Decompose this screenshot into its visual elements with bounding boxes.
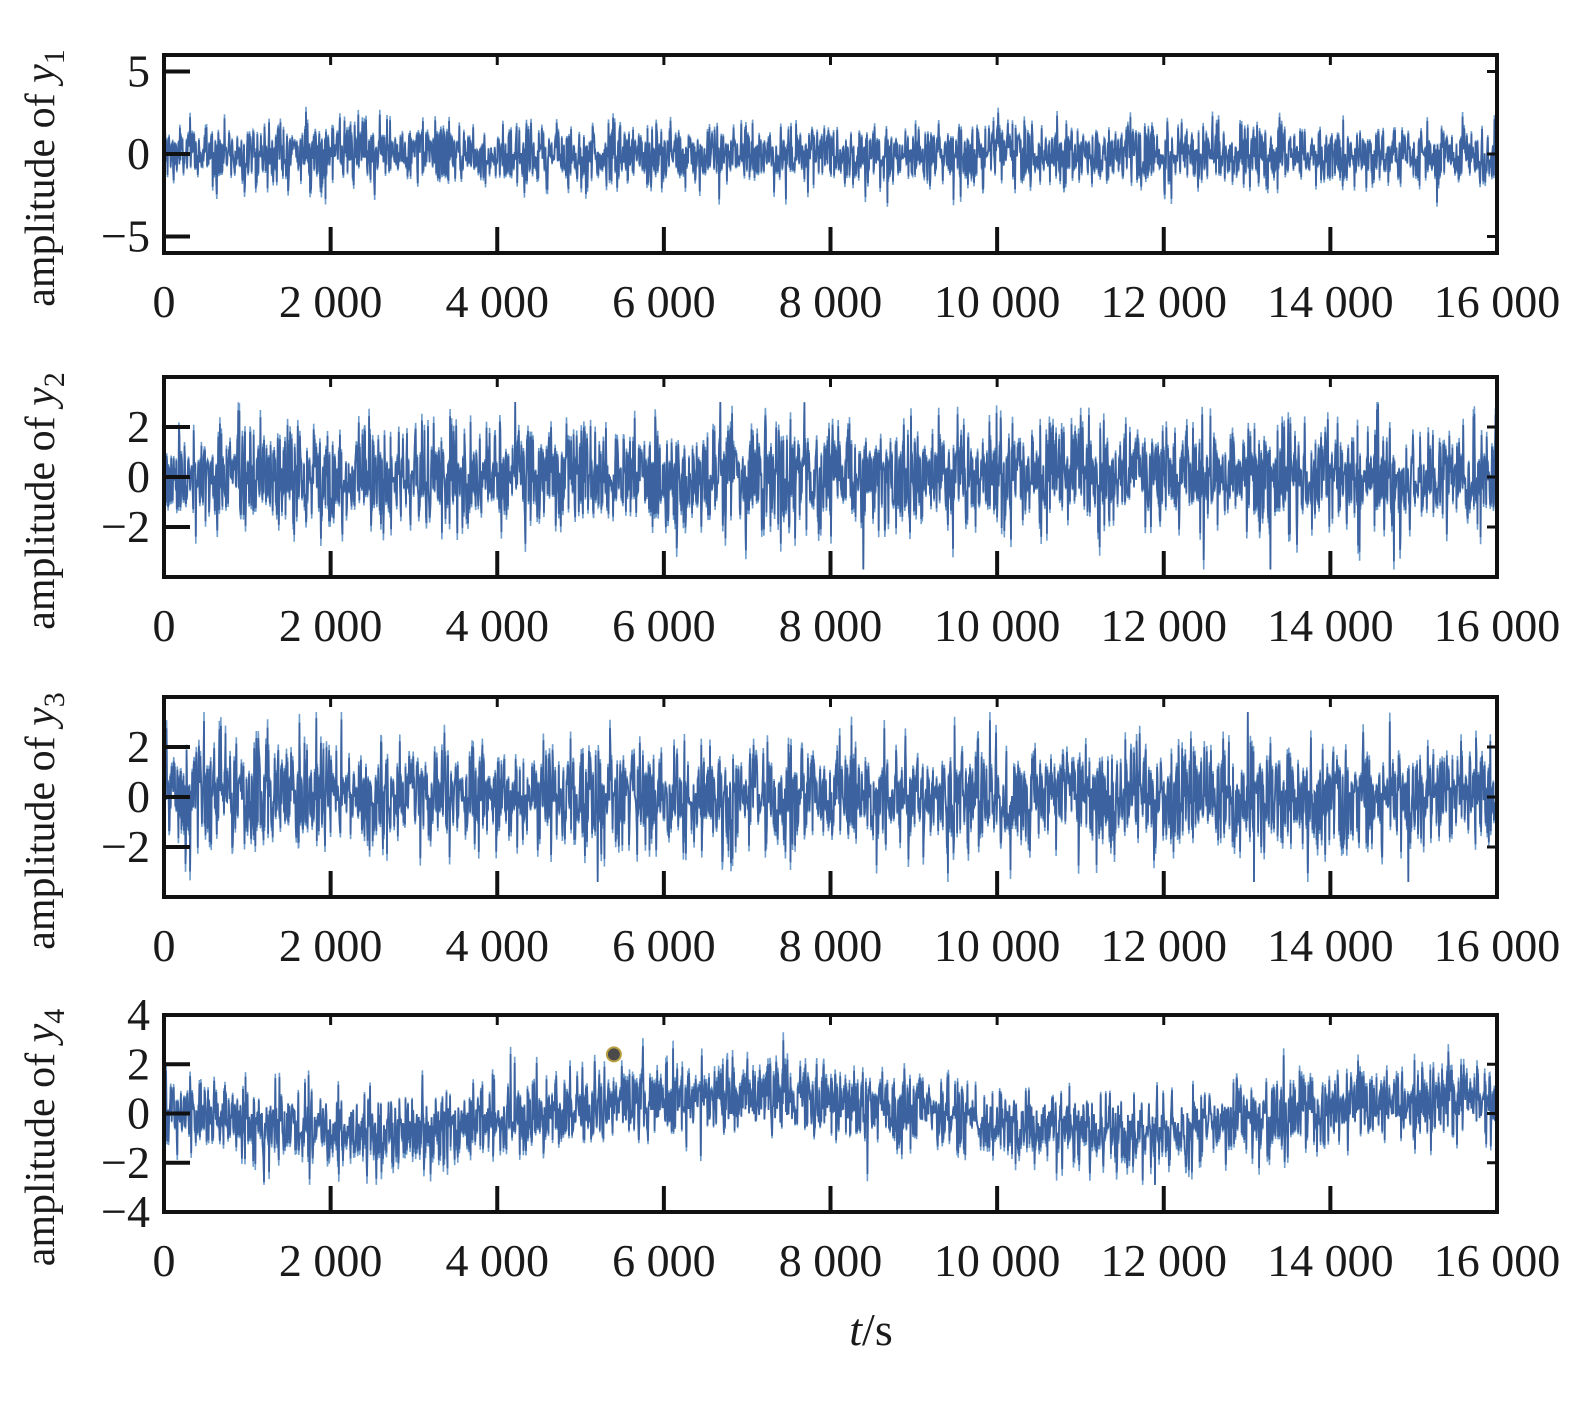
y-tick-label: 0 [127, 128, 150, 179]
y-axis-label-variable: y [18, 64, 64, 87]
y-axis-label-text: amplitude of [18, 406, 64, 630]
y-axis-label: amplitude of y4 [18, 1009, 71, 1267]
x-tick-label: 10 000 [934, 600, 1061, 651]
y-tick-label: 2 [127, 401, 150, 452]
x-tick-label: 10 000 [934, 1235, 1061, 1286]
y-axis-label-text: amplitude of [18, 1042, 64, 1266]
x-tick-label: 0 [153, 600, 176, 651]
x-axis-label-unit: /s [862, 1304, 893, 1355]
x-tick-label: 0 [153, 1235, 176, 1286]
y-axis-label-text: amplitude of [18, 726, 64, 950]
x-axis-label: t/s [849, 1304, 892, 1355]
y-axis-label: amplitude of y1 [18, 49, 71, 307]
x-tick-label: 14 000 [1267, 920, 1394, 971]
x-axis-label-variable: t [849, 1304, 863, 1355]
x-tick-label: 6 000 [612, 920, 716, 971]
x-tick-label: 10 000 [934, 920, 1061, 971]
x-tick-label: 10 000 [934, 276, 1061, 327]
x-tick-label: 0 [153, 276, 176, 327]
y-axis-label-variable: y [18, 1023, 64, 1046]
x-tick-label: 16 000 [1434, 276, 1561, 327]
subplot-3: 0 2 000 4 000 6 000 8 000 10 000 12 000 14 000 1… [18, 692, 1560, 971]
x-tick-label: 2 000 [279, 920, 383, 971]
y-axis-label-subscript: 4 [38, 1009, 71, 1024]
x-tick-label: 4 000 [446, 920, 550, 971]
y-axis-label: amplitude of y2 [18, 372, 71, 630]
x-tick-label: 2 000 [279, 276, 383, 327]
x-tick-label: 12 000 [1101, 1235, 1228, 1286]
y-tick-label: 0 [127, 771, 150, 822]
x-tick-label: 16 000 [1434, 920, 1561, 971]
x-tick-label: 14 000 [1267, 1235, 1394, 1286]
y-tick-label: 0 [127, 1088, 150, 1139]
series-trace-y1 [164, 111, 1497, 204]
y-axis-label-text: amplitude of [18, 83, 64, 307]
x-tick-label: 14 000 [1267, 600, 1394, 651]
y-tick-label: −2 [101, 501, 150, 552]
x-tick-label: 0 [153, 920, 176, 971]
subplot-1: 0 2 000 4 000 6 000 8 000 10 000 12 000 14 000 1… [18, 46, 1560, 328]
y-tick-label: 2 [127, 721, 150, 772]
x-tick-label: 8 000 [779, 1235, 883, 1286]
x-tick-label: 4 000 [446, 600, 550, 651]
x-tick-label: 16 000 [1434, 1235, 1561, 1286]
x-tick-label: 2 000 [279, 1235, 383, 1286]
series-trace-y4 [164, 1040, 1497, 1185]
subplot-2: 0 2 000 4 000 6 000 8 000 10 000 12 000 14 000 1… [18, 372, 1560, 651]
y-tick-label: −2 [101, 1137, 150, 1188]
y-tick-label: 4 [127, 989, 150, 1040]
y-tick-label: −2 [101, 821, 150, 872]
x-tick-label: 6 000 [612, 1235, 716, 1286]
x-tick-label: 8 000 [779, 920, 883, 971]
marker-point [605, 1046, 622, 1063]
x-tick-label: 8 000 [779, 600, 883, 651]
y-axis-label: amplitude of y3 [18, 692, 71, 950]
y-axis-label-variable: y [18, 387, 64, 410]
y-tick-label: 0 [127, 451, 150, 502]
series-trace-y2 [164, 401, 1497, 570]
x-tick-label: 6 000 [612, 276, 716, 327]
x-tick-label: 12 000 [1101, 600, 1228, 651]
y-axis-label-subscript: 1 [38, 49, 71, 64]
x-tick-label: 6 000 [612, 600, 716, 651]
x-tick-label: 8 000 [779, 276, 883, 327]
x-tick-label: 4 000 [446, 1235, 550, 1286]
y-tick-label: −5 [101, 211, 150, 262]
y-axis-label-variable: y [18, 707, 64, 730]
x-tick-label: 12 000 [1101, 920, 1228, 971]
y-tick-label: 2 [127, 1038, 150, 1089]
x-tick-label: 12 000 [1101, 276, 1228, 327]
x-tick-label: 2 000 [279, 600, 383, 651]
x-tick-label: 14 000 [1267, 276, 1394, 327]
y-tick-label: −4 [101, 1186, 150, 1237]
y-tick-label: 5 [127, 46, 150, 97]
y-axis-label-subscript: 3 [38, 692, 71, 707]
x-tick-label: 16 000 [1434, 600, 1561, 651]
subplot-4: 0 2 000 4 000 6 000 8 000 10 000 12 000 14 000 1… [18, 989, 1560, 1286]
x-tick-label: 4 000 [446, 276, 550, 327]
series-trace-y3 [164, 711, 1497, 883]
y-axis-label-subscript: 2 [38, 372, 71, 387]
